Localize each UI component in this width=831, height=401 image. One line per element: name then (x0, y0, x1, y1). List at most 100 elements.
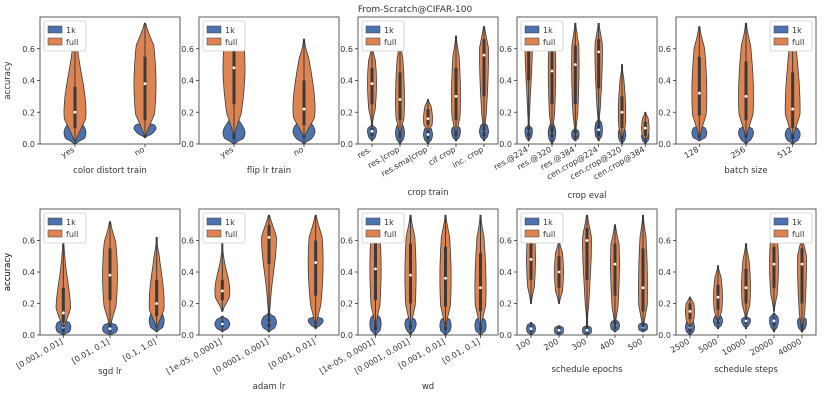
legend-box (43, 20, 87, 52)
legend-label: full (384, 230, 396, 239)
x-tick-label: 20000 (748, 337, 775, 358)
y-tick-label: 0.4 (658, 77, 671, 86)
subplot-4: 0.00.20.40.6res.@224res.@320res.@384cen.… (492, 16, 658, 201)
legend-label: 1k (543, 26, 553, 35)
median-marker (482, 53, 486, 57)
median-marker (108, 273, 112, 277)
legend-label: full (225, 230, 237, 239)
median-marker (688, 309, 692, 313)
legend-box (361, 212, 405, 244)
legend: 1k full (361, 212, 405, 244)
legend: 1k full (520, 212, 564, 244)
x-tick-label: [0.001, 0.01] (15, 337, 65, 371)
x-tick-label: 256 (729, 145, 747, 160)
y-tick-label: 0.2 (181, 300, 194, 309)
subplot-7: 0.00.20.40.6[1e-05, 0.0001][0.0001, 0.00… (165, 208, 340, 392)
legend-swatch-1k (206, 25, 222, 34)
x-axis-label: schedule epochs (551, 365, 623, 375)
legend-box (202, 212, 246, 244)
legend-swatch-1k (773, 25, 789, 34)
y-tick-label: 0.6 (22, 45, 35, 54)
y-tick-label: 0.0 (340, 331, 353, 340)
median-marker (220, 322, 224, 326)
legend-box (361, 20, 405, 52)
median-marker (643, 126, 647, 130)
legend-label: full (66, 38, 78, 47)
median-marker (772, 262, 776, 266)
median-marker (302, 107, 306, 111)
y-tick-label: 0.4 (499, 268, 512, 277)
median-marker (374, 267, 377, 271)
x-tick-label: 512 (776, 145, 794, 160)
median-marker (529, 258, 533, 261)
legend-swatch-full (47, 229, 63, 238)
legend-swatch-1k (47, 217, 63, 226)
y-tick-label: 0.4 (181, 268, 194, 277)
y-tick-label: 0.6 (181, 45, 194, 54)
legend-label: full (543, 38, 555, 47)
y-tick-label: 0.2 (499, 108, 512, 117)
legend: 1k full (202, 20, 246, 52)
median-marker (744, 94, 748, 98)
x-axis-label: batch size (724, 166, 767, 176)
x-axis-label: crop eval (567, 191, 606, 201)
y-tick-label: 0.4 (181, 77, 194, 86)
legend-swatch-1k (206, 217, 222, 226)
legend-label: 1k (792, 26, 802, 35)
y-tick-label: 0.4 (22, 268, 35, 277)
subplot-5: 0.0 0.2 0.4 0.6 128 256 512 batch size 1k full (658, 16, 817, 176)
y-tick-label: 0.6 (22, 237, 35, 246)
median-marker (573, 63, 577, 67)
x-tick-label: no (292, 145, 305, 158)
legend-swatch-full (524, 37, 540, 46)
legend-swatch-full (206, 229, 222, 238)
legend: 1k full (769, 20, 813, 52)
y-tick-label: 0.2 (22, 108, 35, 117)
legend-swatch-full (773, 37, 789, 46)
y-tick-label: 0.2 (340, 300, 353, 309)
y-tick-label: 0.0 (22, 331, 35, 340)
x-tick-label: 500 (626, 337, 644, 352)
legend-label: full (792, 230, 804, 239)
median-marker (370, 82, 374, 86)
x-tick-label: [0.01, 0.1] (70, 337, 111, 366)
legend: 1k full (43, 212, 87, 244)
median-marker (597, 128, 601, 132)
legend-label: full (543, 230, 555, 239)
y-tick-label: 0.0 (181, 140, 194, 149)
y-tick-label: 0.2 (340, 108, 353, 117)
y-tick-label: 0.6 (499, 237, 512, 246)
subplots-grid: 0.0 0.2 0.4 0.6 accuracy yes no color distort t… (3, 16, 817, 392)
y-tick-label: 0.6 (658, 45, 671, 54)
legend-box (520, 20, 564, 52)
legend-label: 1k (384, 26, 394, 35)
median-marker (108, 327, 112, 331)
legend-swatch-1k (47, 25, 63, 34)
subplot-10: 0.0 0.2 0.4 0.6 2500 5000 10000 20000 40000 sched… (658, 208, 817, 375)
legend-swatch-1k (524, 217, 540, 226)
median-marker (61, 311, 65, 315)
median-marker (613, 262, 617, 266)
y-tick-label: 0.6 (658, 237, 671, 246)
x-tick-label: [0.1, 1.0] (121, 337, 157, 363)
median-marker (479, 286, 482, 290)
x-tick-label: 40000 (776, 337, 803, 358)
median-marker (585, 239, 589, 242)
median-marker (426, 117, 430, 120)
legend: 1k full (202, 212, 246, 244)
legend-swatch-1k (365, 25, 381, 34)
y-tick-label: 0.2 (658, 300, 671, 309)
x-axis-label: schedule steps (714, 365, 778, 375)
legend-label: 1k (384, 218, 394, 227)
legend-box (202, 20, 246, 52)
median-marker (597, 50, 601, 54)
median-marker (772, 319, 776, 323)
median-marker (529, 327, 533, 331)
y-tick-label: 0.2 (22, 300, 35, 309)
subplot-1: 0.0 0.2 0.4 0.6 accuracy yes no color distort t… (3, 16, 181, 176)
y-tick-label: 0.2 (658, 108, 671, 117)
legend-label: 1k (225, 26, 235, 35)
x-tick-label: yes (60, 145, 76, 160)
y-tick-label: 0.2 (181, 108, 194, 117)
